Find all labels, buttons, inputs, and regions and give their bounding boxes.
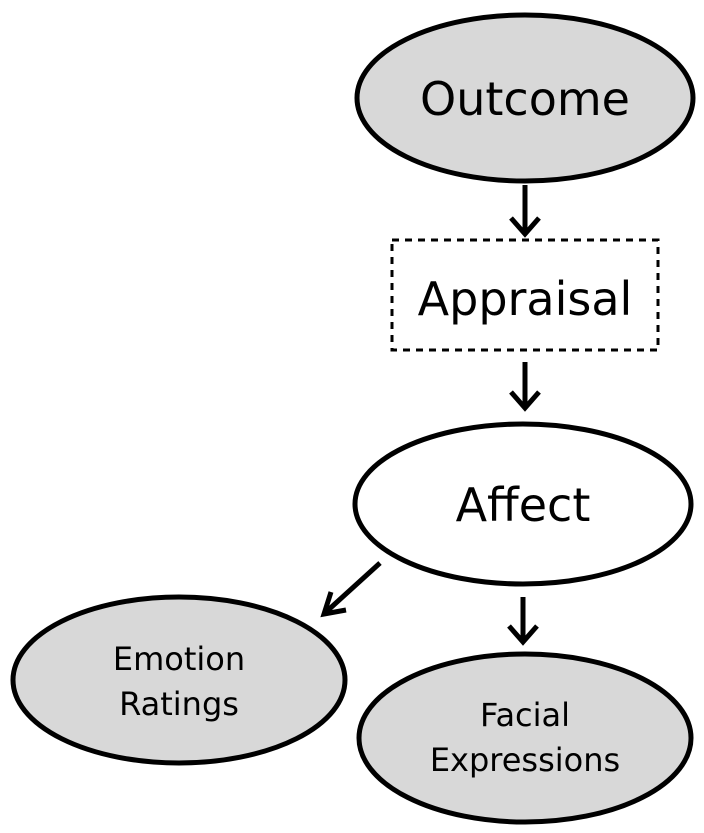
facial-expressions-label-line1: Facial [480,696,570,734]
edge-affect-to-facial-expressions [507,597,539,646]
edge-outcome-to-appraisal [509,185,541,238]
affect-label: Affect [456,478,591,532]
facial-expressions-ellipse [356,651,694,825]
emotion-ratings-label-line1: Emotion [113,640,245,678]
emotion-ratings-ellipse [10,594,348,766]
node-facial-expressions: Facial Expressions [356,651,694,825]
outcome-label: Outcome [420,72,630,126]
outcome-ellipse [354,12,696,184]
node-outcome: Outcome [354,12,696,184]
node-appraisal: Appraisal [390,238,660,352]
node-affect: Affect [352,421,694,587]
facial-expressions-label-line2: Expressions [430,741,620,779]
edge-appraisal-to-affect [509,362,541,412]
appraisal-label: Appraisal [418,272,633,326]
appraisal-box [390,238,660,352]
affect-ellipse [352,421,694,587]
edge-affect-to-emotion-ratings [320,561,382,618]
node-emotion-ratings: Emotion Ratings [10,594,348,766]
emotion-ratings-label-line2: Ratings [119,685,239,723]
